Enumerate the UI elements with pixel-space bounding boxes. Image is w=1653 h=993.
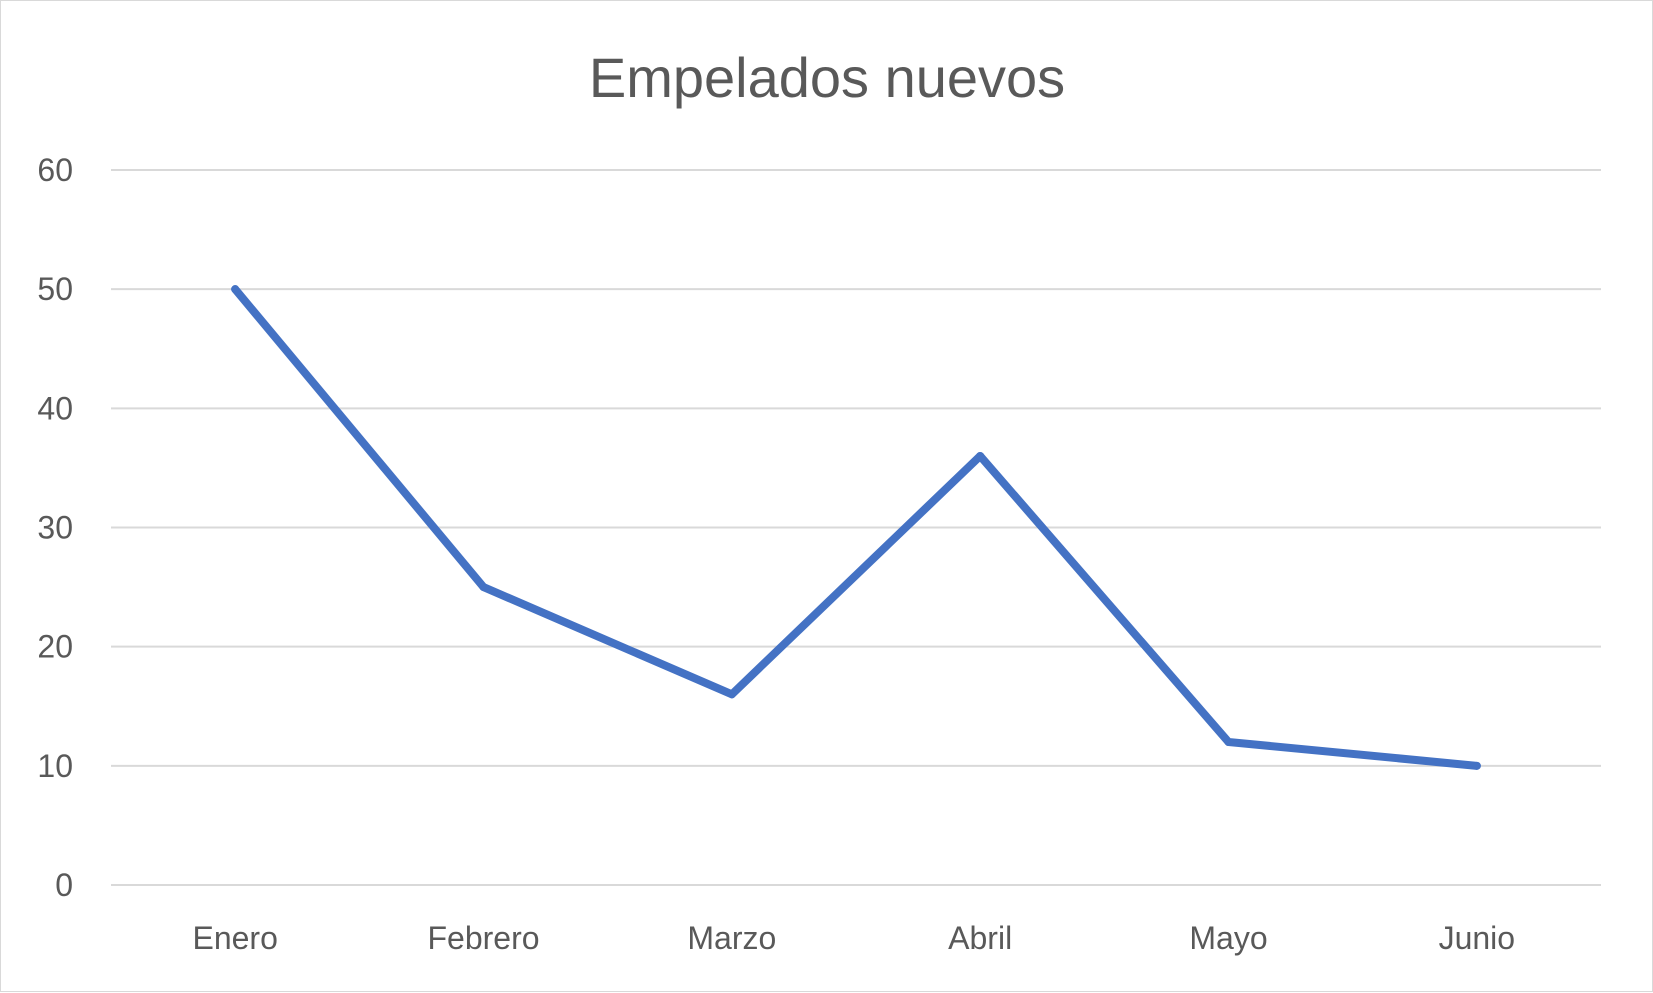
y-axis-ticks: 0 10 20 30 40 50 60 xyxy=(37,152,73,903)
y-tick-label: 50 xyxy=(37,271,73,307)
y-tick-label: 10 xyxy=(37,748,73,784)
series-line xyxy=(231,285,1481,770)
y-tick-label: 20 xyxy=(37,629,73,665)
x-tick-label: Febrero xyxy=(427,920,539,956)
y-tick-label: 0 xyxy=(55,867,73,903)
x-tick-label: Enero xyxy=(192,920,277,956)
data-point-junio xyxy=(1472,761,1481,770)
data-point-enero xyxy=(231,285,240,294)
series-layer xyxy=(231,285,1481,770)
x-tick-label: Marzo xyxy=(687,920,776,956)
y-tick-label: 30 xyxy=(37,510,73,546)
data-point-marzo xyxy=(727,690,736,699)
y-tick-label: 60 xyxy=(37,152,73,188)
gridlines xyxy=(111,169,1601,886)
chart-title: Empelados nuevos xyxy=(589,46,1065,109)
data-point-mayo xyxy=(1224,738,1233,746)
data-point-febrero xyxy=(479,583,488,592)
x-tick-label: Abril xyxy=(948,920,1012,956)
y-tick-label: 40 xyxy=(37,390,73,426)
data-point-abril xyxy=(976,452,985,460)
x-axis-ticks: Enero Febrero Marzo Abril Mayo Junio xyxy=(192,920,1515,956)
x-tick-label: Junio xyxy=(1439,920,1516,956)
x-tick-label: Mayo xyxy=(1189,920,1267,956)
